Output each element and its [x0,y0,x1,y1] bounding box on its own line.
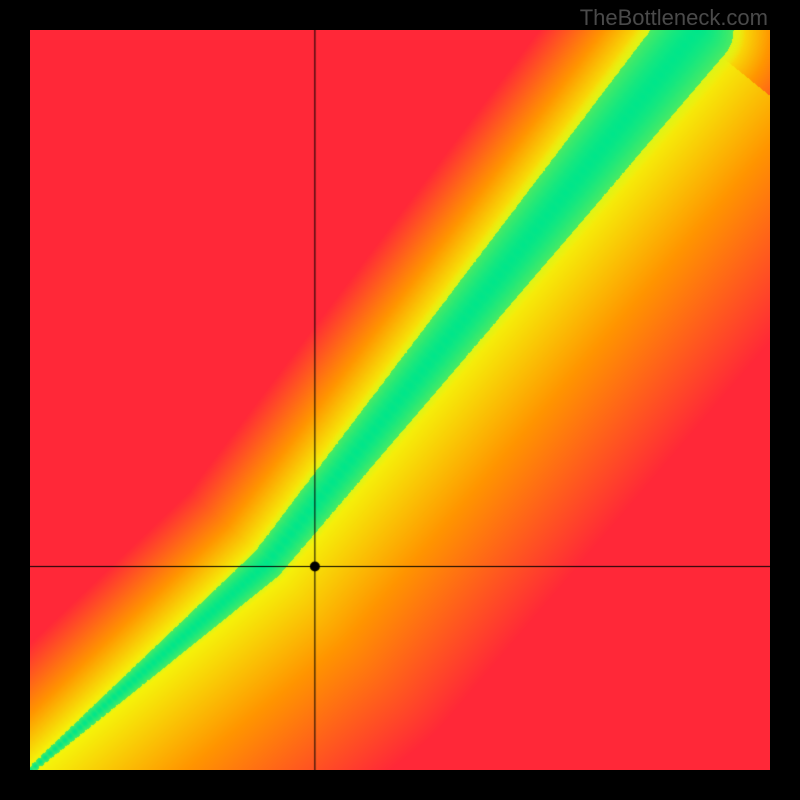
chart-container: TheBottleneck.com [0,0,800,800]
heatmap-canvas [30,30,770,770]
heatmap-plot [30,30,770,770]
watermark-text: TheBottleneck.com [580,5,768,31]
